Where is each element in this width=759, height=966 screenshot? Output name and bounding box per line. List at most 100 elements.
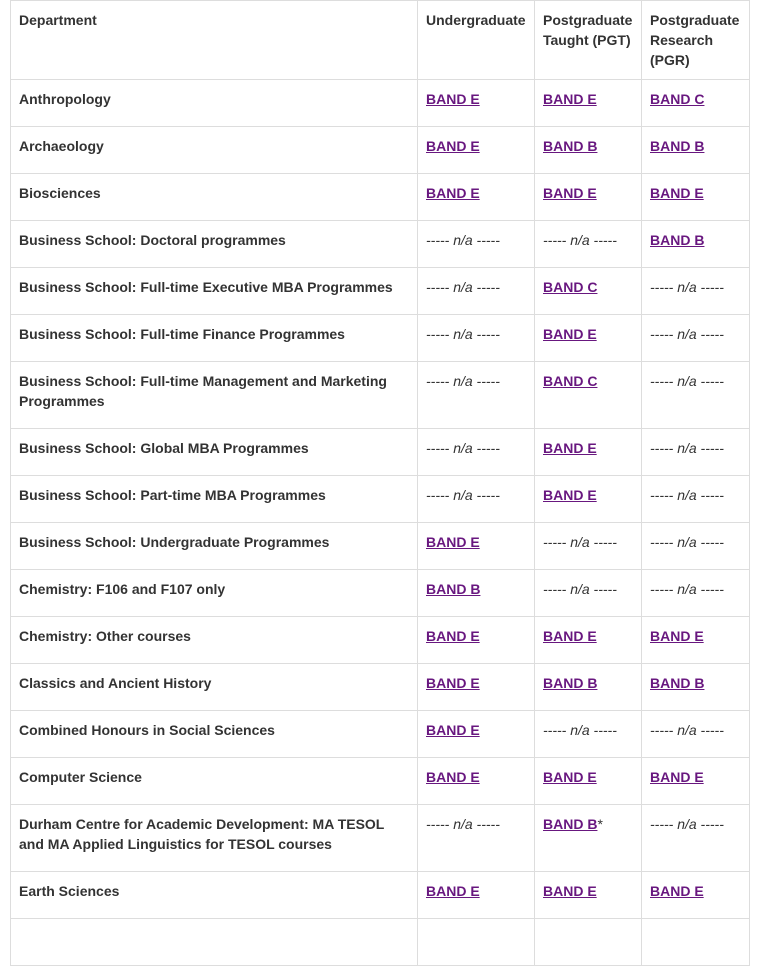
band-link[interactable]: BAND E [543, 440, 597, 456]
pgt-cell: BAND E [534, 428, 642, 476]
pgt-cell: ----- n/a ----- [534, 522, 642, 570]
pgt-cell: BAND E [534, 757, 642, 805]
ug-cell: BAND E [417, 710, 535, 758]
ug-cell: BAND E [417, 871, 535, 919]
not-applicable-text: ----- n/a ----- [426, 487, 500, 503]
band-link[interactable]: BAND B [650, 138, 705, 154]
band-link[interactable]: BAND E [650, 185, 704, 201]
band-link[interactable]: BAND E [426, 883, 480, 899]
department-cell: Computer Science [10, 757, 418, 805]
department-cell: Business School: Part-time MBA Programme… [10, 475, 418, 523]
band-link[interactable]: BAND E [426, 185, 480, 201]
table-row: Business School: Full-time Executive MBA… [10, 267, 750, 315]
not-applicable-text: ----- n/a ----- [650, 440, 724, 456]
not-applicable-text: ----- n/a ----- [650, 326, 724, 342]
ug-cell: ----- n/a ----- [417, 361, 535, 429]
pgt-cell [534, 918, 642, 966]
band-link[interactable]: BAND B [650, 675, 705, 691]
band-link[interactable]: BAND E [543, 326, 597, 342]
pgt-cell: ----- n/a ----- [534, 710, 642, 758]
band-link[interactable]: BAND B [426, 581, 481, 597]
table-row: Chemistry: F106 and F107 only BAND B -----… [10, 569, 750, 617]
ug-cell: BAND E [417, 173, 535, 221]
not-applicable-text: ----- n/a ----- [650, 279, 724, 295]
department-cell: Chemistry: F106 and F107 only [10, 569, 418, 617]
table-row: Business School: Doctoral programmes ----… [10, 220, 750, 268]
department-cell: Business School: Full-time Finance Progr… [10, 314, 418, 362]
not-applicable-text: ----- n/a ----- [543, 581, 617, 597]
pgr-cell: ----- n/a ----- [641, 569, 750, 617]
ug-cell: BAND B [417, 569, 535, 617]
band-link[interactable]: BAND E [543, 769, 597, 785]
band-link[interactable]: BAND B [543, 675, 598, 691]
band-link[interactable]: BAND E [543, 487, 597, 503]
department-cell: Combined Honours in Social Sciences [10, 710, 418, 758]
pgt-cell: BAND C [534, 361, 642, 429]
pgt-cell: ----- n/a ----- [534, 220, 642, 268]
band-link[interactable]: BAND E [650, 628, 704, 644]
pgr-cell [641, 918, 750, 966]
pgr-cell: ----- n/a ----- [641, 710, 750, 758]
band-link[interactable]: BAND E [426, 91, 480, 107]
pgt-cell: BAND C [534, 267, 642, 315]
not-applicable-text: ----- n/a ----- [426, 373, 500, 389]
department-cell: Anthropology [10, 79, 418, 127]
pgt-cell: BAND E [534, 871, 642, 919]
pgr-cell: ----- n/a ----- [641, 804, 750, 872]
ug-cell: ----- n/a ----- [417, 804, 535, 872]
not-applicable-text: ----- n/a ----- [650, 581, 724, 597]
pgt-cell: BAND B [534, 663, 642, 711]
ug-cell: BAND E [417, 616, 535, 664]
not-applicable-text: ----- n/a ----- [426, 440, 500, 456]
band-link[interactable]: BAND C [543, 279, 598, 295]
pgr-cell: BAND C [641, 79, 750, 127]
department-cell: Classics and Ancient History [10, 663, 418, 711]
pgt-cell: BAND E [534, 173, 642, 221]
ug-cell: BAND E [417, 522, 535, 570]
ug-cell [417, 918, 535, 966]
band-link[interactable]: BAND E [426, 675, 480, 691]
band-link[interactable]: BAND E [426, 534, 480, 550]
pgr-cell: ----- n/a ----- [641, 522, 750, 570]
band-link[interactable]: BAND B [543, 138, 598, 154]
department-cell: Earth Sciences [10, 871, 418, 919]
band-link[interactable]: BAND E [650, 883, 704, 899]
pgr-cell: ----- n/a ----- [641, 361, 750, 429]
not-applicable-text: ----- n/a ----- [650, 816, 724, 832]
not-applicable-text: ----- n/a ----- [543, 534, 617, 550]
table-row: Business School: Undergraduate Programme… [10, 522, 750, 570]
band-link[interactable]: BAND E [543, 185, 597, 201]
table-row: Business School: Global MBA Programmes --… [10, 428, 750, 476]
pgr-cell: BAND E [641, 616, 750, 664]
band-link[interactable]: BAND E [543, 628, 597, 644]
band-link[interactable]: BAND C [650, 91, 705, 107]
band-link[interactable]: BAND B [650, 232, 705, 248]
pgr-cell: BAND B [641, 126, 750, 174]
department-cell: Business School: Full-time Management an… [10, 361, 418, 429]
footnote-marker: * [597, 816, 603, 832]
not-applicable-text: ----- n/a ----- [426, 326, 500, 342]
band-link[interactable]: BAND E [650, 769, 704, 785]
band-link[interactable]: BAND E [543, 91, 597, 107]
not-applicable-text: ----- n/a ----- [426, 816, 500, 832]
ug-cell: ----- n/a ----- [417, 428, 535, 476]
pgt-cell: BAND E [534, 475, 642, 523]
ug-cell: ----- n/a ----- [417, 314, 535, 362]
table-row: Computer Science BAND E BAND E BAND E [10, 757, 750, 805]
pgr-cell: ----- n/a ----- [641, 428, 750, 476]
band-link[interactable]: BAND B [543, 816, 598, 832]
table-row: Durham Centre for Academic Development: … [10, 804, 750, 872]
ug-cell: ----- n/a ----- [417, 220, 535, 268]
pgt-cell: BAND E [534, 616, 642, 664]
band-link[interactable]: BAND E [426, 628, 480, 644]
band-link[interactable]: BAND E [426, 722, 480, 738]
band-link[interactable]: BAND E [426, 138, 480, 154]
band-link[interactable]: BAND C [543, 373, 598, 389]
band-link[interactable]: BAND E [426, 769, 480, 785]
band-link[interactable]: BAND E [543, 883, 597, 899]
ug-cell: BAND E [417, 79, 535, 127]
table-row: Classics and Ancient History BAND E BAND B… [10, 663, 750, 711]
pgr-cell: ----- n/a ----- [641, 267, 750, 315]
pgt-cell: BAND B [534, 126, 642, 174]
